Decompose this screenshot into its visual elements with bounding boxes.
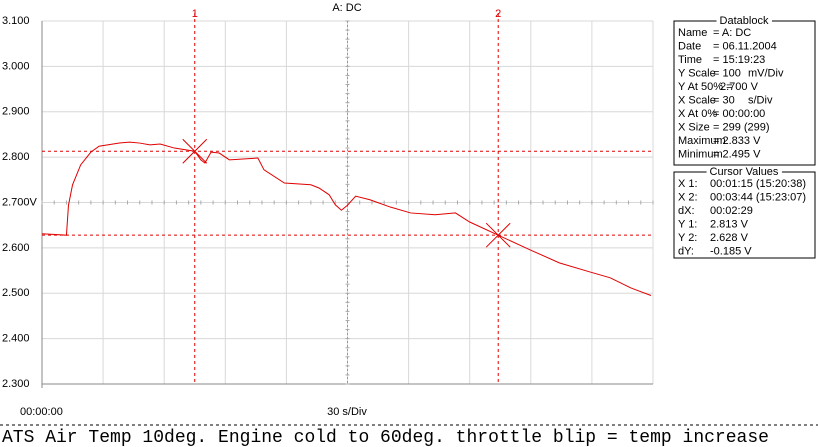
panel-text: dX:: [678, 205, 695, 217]
cursor-marker: [182, 138, 208, 164]
panel-text: Maximum: [678, 135, 726, 147]
panel-text: = 2.495 V: [713, 148, 761, 160]
y-tick-label: 2.400: [2, 333, 30, 345]
panel-text: = 299 (299): [713, 121, 770, 133]
panel-text: Date: [678, 40, 701, 52]
panel-text: X 2:: [678, 191, 698, 203]
panel-text: = 06.11.2004: [713, 40, 777, 52]
y-tick-label: 2.700V: [2, 196, 38, 208]
panel-title-bg: [716, 14, 772, 27]
panel-text: 00:03:44 (15:23:07): [710, 191, 806, 203]
panel-text: X Scale: [678, 94, 716, 106]
panel-text: mV/Div: [748, 67, 784, 79]
panel-text: 2.700 V: [720, 81, 759, 93]
panel-text: Minimum: [678, 148, 723, 160]
caption: ATS Air Temp 10deg. Engine cold to 60deg…: [2, 428, 769, 447]
panel-text: = 30: [713, 94, 735, 106]
panel-text: = 2.833 V: [713, 135, 761, 147]
panel-text: Name: [678, 27, 707, 39]
panel-text: 2.628 V: [710, 232, 749, 244]
cursor-label: 2: [495, 8, 501, 20]
panel-text: X Size: [678, 121, 710, 133]
panel-title-bg: [706, 165, 782, 178]
panel-text: dY:: [678, 245, 694, 257]
panel-text: Y Scale: [678, 67, 716, 79]
panel-text: Y At 50% =: [678, 81, 733, 93]
y-tick-label: 2.500: [2, 287, 30, 299]
chart-title: A: DC: [332, 2, 361, 14]
panel-text: Time: [678, 54, 702, 66]
panel-text: 00:01:15 (15:20:38): [710, 178, 806, 190]
panel-title: Datablock: [720, 15, 769, 27]
y-tick-label: 2.800: [2, 151, 30, 163]
panel-text: X 1:: [678, 178, 698, 190]
x-axis-label: 30 s/Div: [327, 406, 367, 418]
panel-text: 2.813 V: [710, 218, 749, 230]
data-line: [41, 141, 652, 296]
panel-text: Y 1:: [678, 218, 697, 230]
panel-text: = 00:00:00: [713, 108, 765, 120]
panel-title: Cursor Values: [710, 166, 779, 178]
panel-text: Y 2:: [678, 232, 697, 244]
panel-text: = A: DC: [713, 27, 751, 39]
y-tick-label: 2.300: [2, 378, 30, 390]
cursor-label: 1: [192, 8, 198, 20]
panel-text: 00:02:29: [710, 205, 753, 217]
panel-text: X At 0%: [678, 108, 717, 120]
y-tick-label: 3.100: [2, 15, 30, 27]
panel-text: -0.185 V: [710, 245, 752, 257]
panel-text: = 15:19:23: [713, 54, 765, 66]
panel-text: s/Div: [748, 94, 773, 106]
panel-text: = 100: [713, 67, 741, 79]
x-tick-label: 00:00:00: [20, 406, 63, 418]
y-tick-label: 2.600: [2, 242, 30, 254]
cursor-marker: [485, 222, 511, 248]
y-tick-label: 3.000: [2, 60, 30, 72]
y-tick-label: 2.900: [2, 106, 30, 118]
